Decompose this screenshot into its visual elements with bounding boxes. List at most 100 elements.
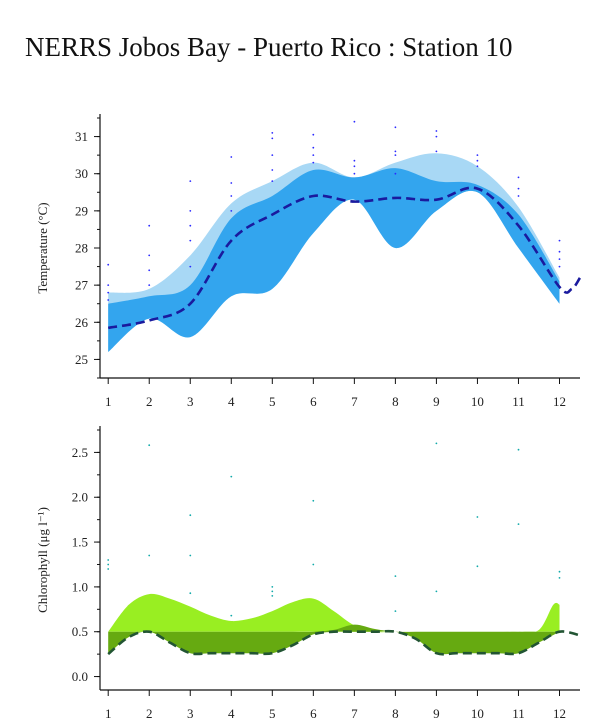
page-title: NERRS Jobos Bay - Puerto Rico : Station … (25, 32, 513, 62)
temperature-x-tick-label: 2 (146, 394, 153, 409)
temperature-x-tick-label: 12 (553, 394, 566, 409)
temperature-data-point (394, 172, 397, 175)
temperature-data-point (312, 146, 315, 149)
chlorophyll-data-point (312, 563, 315, 566)
chlorophyll-x-tick-label: 11 (512, 706, 525, 721)
chlorophyll-x-tick-label: 10 (471, 706, 484, 721)
temperature-data-point (476, 154, 479, 157)
temperature-data-point (230, 182, 233, 184)
chlorophyll-data-point (476, 516, 479, 518)
temperature-data-point (312, 133, 315, 136)
temperature-data-point (230, 156, 233, 158)
chlorophyll-x-tick-label: 7 (351, 706, 358, 721)
temperature-data-point (476, 159, 479, 162)
chlorophyll-y-tick-label: 1.0 (72, 579, 88, 594)
temperature-data-point (148, 284, 151, 286)
chlorophyll-data-point (107, 568, 110, 570)
temperature-data-point (148, 224, 151, 227)
chlorophyll-data-point (189, 554, 192, 557)
chlorophyll-data-point (230, 475, 233, 478)
chlorophyll-data-point (107, 563, 110, 566)
temperature-x-tick-label: 10 (471, 394, 484, 409)
temperature-data-point (107, 284, 110, 286)
chlorophyll-data-point (189, 592, 192, 595)
chlorophyll-x-tick-label: 12 (553, 706, 566, 721)
temperature-data-point (271, 154, 274, 157)
temperature-data-point (394, 126, 397, 129)
chlorophyll-panel: 0.00.51.01.52.02.51 2 3 4 5 6 7 8 9 10 11 12Chlorop… (35, 426, 581, 721)
chlorophyll-x-tick-label: 3 (187, 706, 194, 721)
temperature-x-tick-label: 7 (351, 394, 358, 409)
temperature-data-point (394, 154, 397, 157)
temperature-x-tick-label: 8 (392, 394, 399, 409)
temperature-data-point (312, 154, 315, 157)
chlorophyll-y-tick-label: 2.0 (72, 490, 88, 505)
chlorophyll-x-tick-label: 8 (392, 706, 399, 721)
temperature-data-point (189, 210, 192, 212)
temperature-y-tick-label: 31 (75, 129, 88, 144)
temperature-y-tick-label: 27 (75, 278, 89, 293)
temperature-data-point (148, 254, 151, 257)
temperature-data-point (353, 165, 356, 168)
temperature-x-tick-label: 5 (269, 394, 276, 409)
temperature-data-point (230, 195, 233, 197)
chlorophyll-data-point (435, 442, 438, 445)
temperature-x-tick-label: 3 (187, 394, 194, 409)
chlorophyll-data-point (271, 586, 274, 588)
temperature-data-point (148, 269, 151, 272)
chlorophyll-upper-band (108, 593, 560, 633)
temperature-y-axis-label: Temperature (°C) (35, 202, 50, 293)
chlorophyll-data-point (517, 448, 520, 451)
chlorophyll-data-point (148, 444, 151, 447)
temperature-y-tick-label: 26 (75, 315, 89, 330)
temperature-median-line (107, 186, 582, 330)
chlorophyll-y-axis-label: Chlorophyll (μg l⁻¹) (35, 507, 50, 613)
temperature-data-point (435, 135, 438, 138)
chlorophyll-data-point (271, 595, 274, 597)
temperature-data-point (271, 169, 274, 171)
chlorophyll-data-point (148, 554, 151, 557)
temperature-data-point (558, 265, 561, 268)
chlorophyll-lower-band (108, 624, 560, 655)
chlorophyll-data-point (107, 559, 110, 561)
temperature-x-tick-label: 1 (105, 394, 112, 409)
chlorophyll-x-tick-label: 1 (105, 706, 112, 721)
chlorophyll-y-tick-label: 0.0 (72, 669, 88, 684)
temperature-y-tick-label: 28 (75, 241, 88, 256)
temperature-data-point (394, 150, 397, 153)
chlorophyll-data-point (394, 610, 397, 612)
chlorophyll-data-point (517, 523, 520, 525)
chlorophyll-y-tick-label: 2.5 (72, 445, 88, 460)
chlorophyll-data-point (312, 499, 315, 502)
temperature-x-tick-label: 9 (433, 394, 440, 409)
temperature-data-point (107, 263, 110, 266)
temperature-data-point (107, 291, 110, 294)
temperature-data-point (189, 265, 192, 268)
temperature-data-point (517, 187, 520, 190)
temperature-data-point (230, 210, 233, 212)
temperature-x-tick-label: 4 (228, 394, 235, 409)
temperature-data-point (435, 150, 438, 153)
temperature-data-point (271, 137, 274, 140)
temperature-data-point (353, 172, 356, 175)
chlorophyll-y-tick-label: 0.5 (72, 624, 88, 639)
chlorophyll-data-point (558, 577, 561, 579)
temperature-inner-band (108, 168, 560, 352)
chlorophyll-data-point (394, 575, 397, 577)
temperature-data-point (435, 130, 438, 132)
temperature-x-tick-label: 6 (310, 394, 317, 409)
chlorophyll-x-tick-label: 4 (228, 706, 235, 721)
temperature-data-point (312, 161, 315, 164)
temperature-data-point (189, 224, 192, 227)
chlorophyll-data-point (476, 565, 479, 568)
chlorophyll-data-point (189, 514, 192, 517)
chlorophyll-data-point (271, 590, 274, 593)
temperature-data-point (353, 159, 356, 162)
temperature-data-point (353, 120, 356, 123)
temperature-data-point (189, 239, 192, 242)
temperature-data-point (271, 180, 274, 183)
temperature-data-point (476, 165, 479, 168)
chlorophyll-x-tick-label: 6 (310, 706, 317, 721)
temperature-data-point (517, 195, 520, 197)
